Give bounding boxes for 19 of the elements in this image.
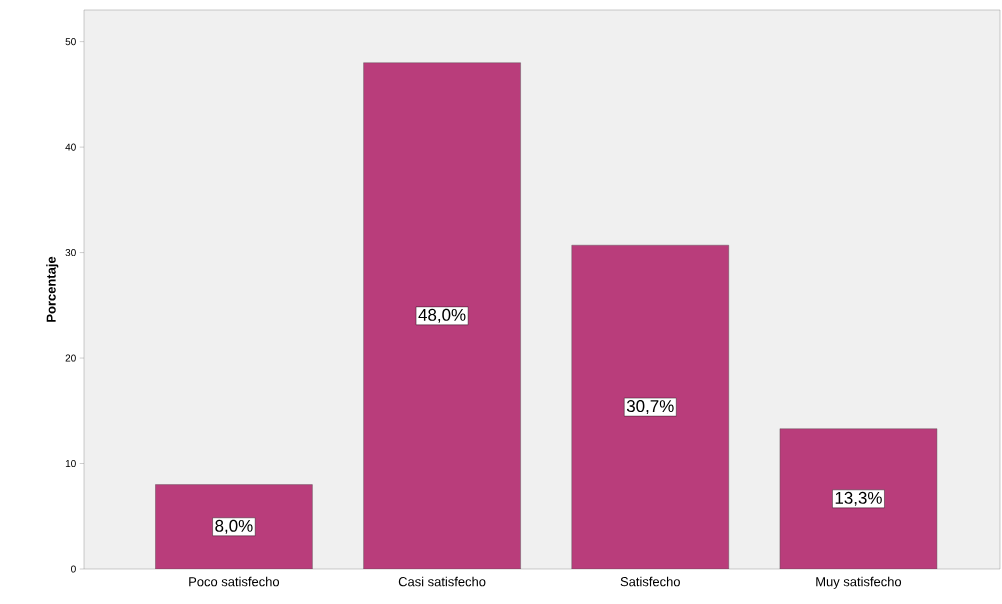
- bar: [363, 62, 521, 569]
- data-label: 13,3%: [835, 491, 882, 506]
- y-tick-label: 40: [65, 143, 76, 151]
- data-label: 8,0%: [215, 519, 253, 534]
- y-tick-label: 0: [71, 565, 76, 573]
- bar: [155, 484, 313, 569]
- bar: [571, 245, 729, 569]
- x-tick-label: Casi satisfecho: [398, 576, 486, 587]
- bar: [779, 428, 938, 569]
- data-label: 48,0%: [418, 308, 466, 323]
- data-label: 30,7%: [626, 400, 674, 415]
- x-tick-label: Muy satisfecho: [816, 576, 902, 589]
- y-tick-label: 30: [65, 249, 76, 257]
- y-tick-label: 50: [65, 38, 76, 46]
- y-tick-label: 10: [65, 460, 76, 468]
- y-tick-label: 20: [65, 354, 76, 362]
- x-tick-label: Poco satisfecho: [189, 576, 280, 587]
- y-axis-title: Porcentaje: [46, 256, 59, 322]
- x-tick-label: Satisfecho: [620, 576, 680, 587]
